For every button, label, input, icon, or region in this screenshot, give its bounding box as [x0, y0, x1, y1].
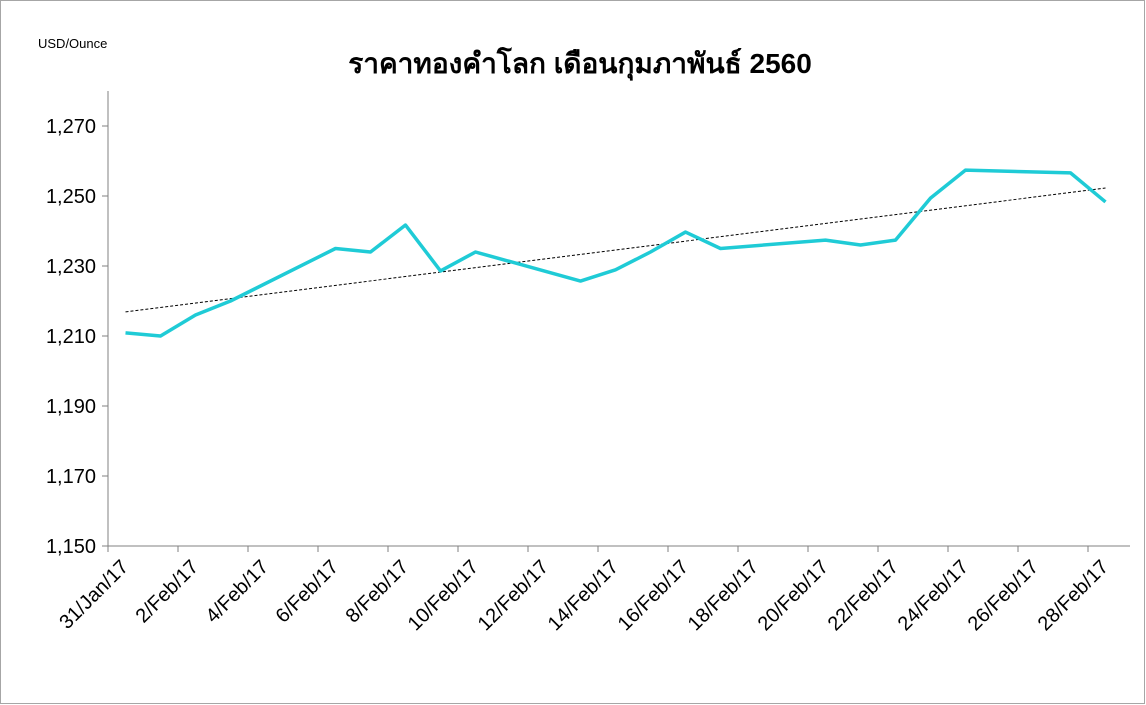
- y-tick-label: 1,210: [46, 326, 96, 348]
- y-axis-label: USD/Ounce: [38, 36, 107, 51]
- y-tick-label: 1,150: [46, 536, 96, 558]
- series-line: [125, 168, 1107, 338]
- y-tick-label: 1,190: [46, 396, 96, 418]
- chart-title: ราคาทองคำโลก เดือนกุมภาพันธ์ 2560: [348, 46, 812, 81]
- y-tick-label: 1,230: [46, 256, 96, 278]
- y-tick-label: 1,250: [46, 186, 96, 208]
- y-tick-label: 1,270: [46, 116, 96, 138]
- y-tick-label: 1,170: [46, 466, 96, 488]
